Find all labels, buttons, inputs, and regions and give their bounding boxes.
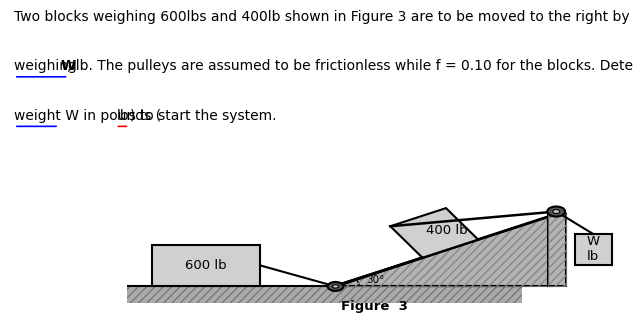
Text: W
lb: W lb (586, 235, 600, 263)
Bar (127, 287, 522, 303)
Text: 600 lb: 600 lb (185, 259, 227, 272)
Bar (548, 214, 566, 287)
Circle shape (328, 282, 344, 291)
Text: W: W (60, 59, 75, 73)
Bar (152, 244, 261, 287)
Text: Figure  3: Figure 3 (340, 300, 408, 313)
Bar (548, 214, 566, 287)
Text: lbs: lbs (117, 109, 136, 123)
Circle shape (547, 206, 565, 216)
Text: weighing: weighing (14, 59, 81, 73)
Text: weight W in pounds (: weight W in pounds ( (14, 109, 161, 123)
Text: Two blocks weighing 600lbs and 400lb shown in Figure 3 are to be moved to the ri: Two blocks weighing 600lbs and 400lb sho… (14, 10, 634, 24)
Bar (574, 234, 612, 265)
Text: 30°: 30° (366, 275, 385, 285)
Text: ) to start the system.: ) to start the system. (130, 109, 276, 123)
Text: 400 lb: 400 lb (426, 224, 467, 237)
Polygon shape (391, 208, 478, 258)
Circle shape (332, 285, 339, 288)
Circle shape (553, 210, 560, 214)
Text: , lb. The pulleys are assumed to be frictionless while f = 0.10 for the blocks. : , lb. The pulleys are assumed to be fric… (67, 59, 634, 73)
Polygon shape (335, 214, 557, 287)
